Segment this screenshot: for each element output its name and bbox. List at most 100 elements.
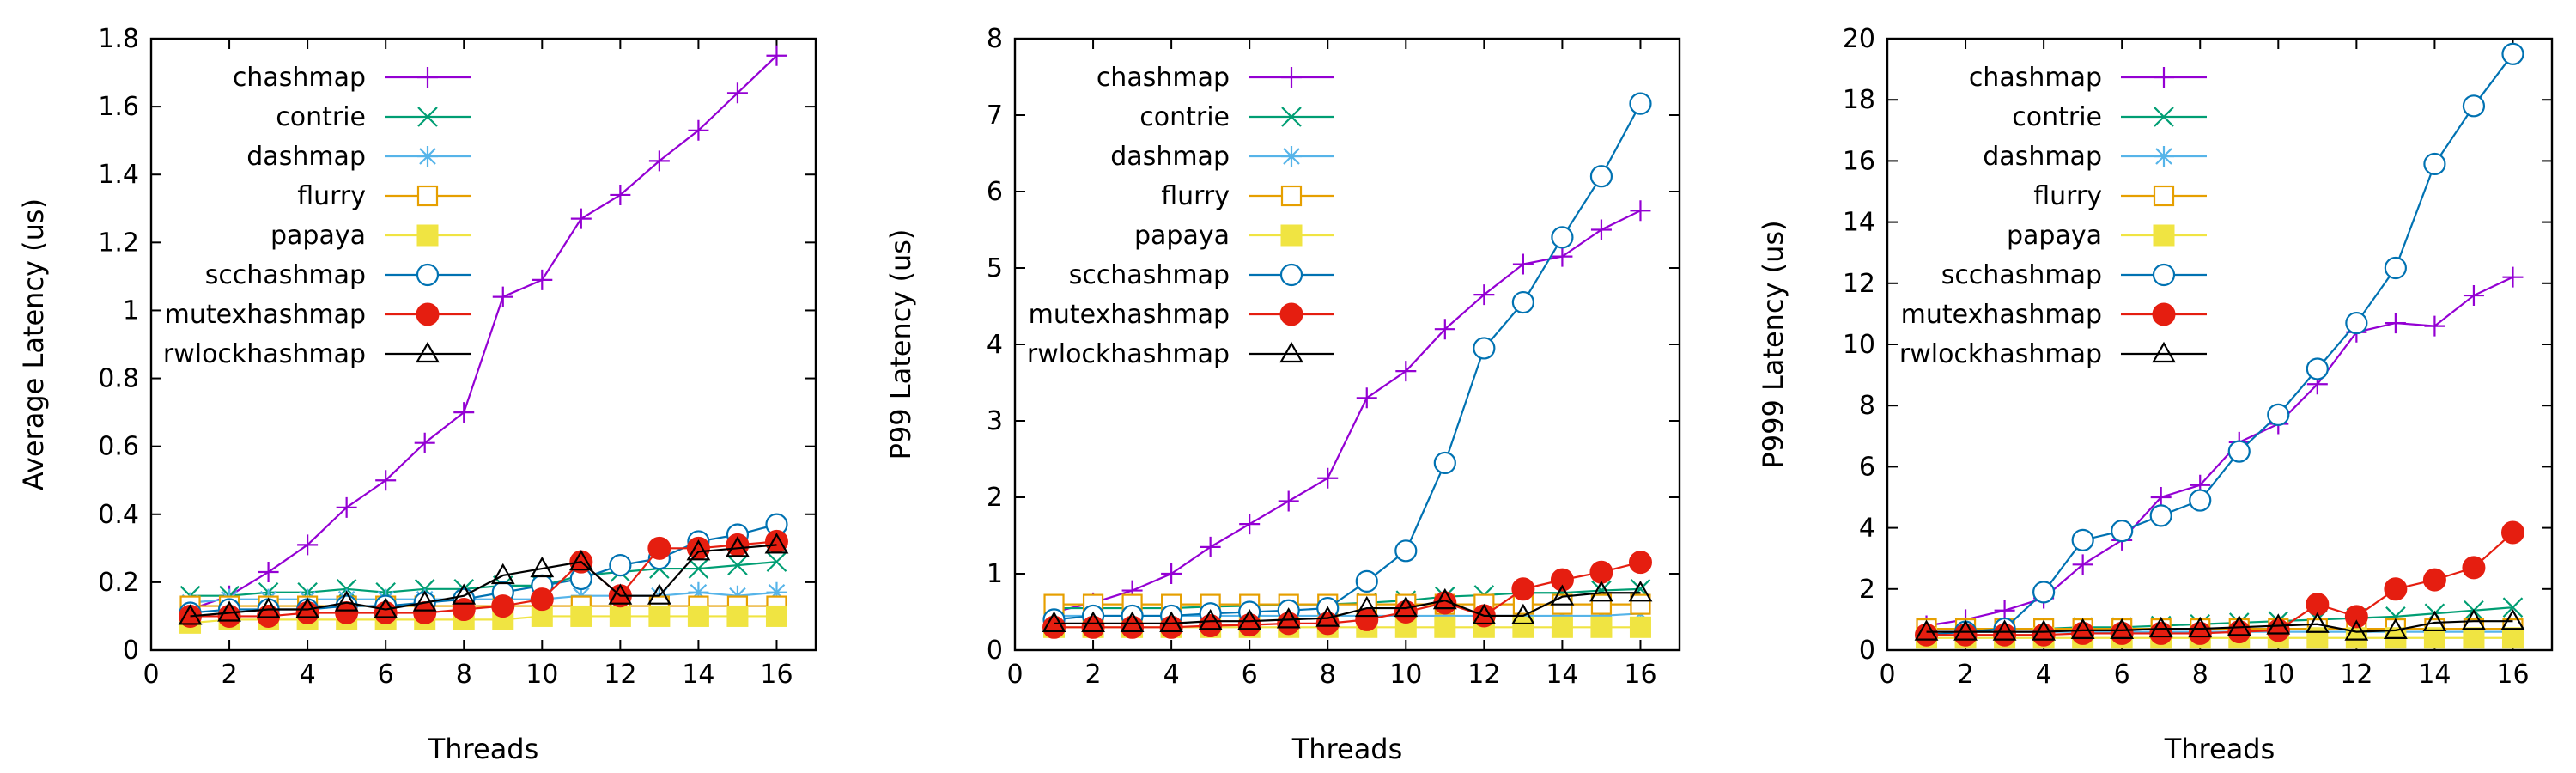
legend-marker bbox=[1280, 185, 1303, 207]
legend-label: contrie bbox=[1139, 102, 1230, 132]
legend-marker bbox=[2152, 302, 2176, 326]
series-scchashmap bbox=[1915, 42, 2524, 647]
data-point-contrie bbox=[2502, 597, 2524, 618]
data-point-scchashmap bbox=[2189, 489, 2212, 512]
y-tick-label: 2 bbox=[987, 483, 1003, 513]
data-point-mutexhashmap bbox=[2500, 520, 2524, 545]
legend-marker bbox=[1281, 67, 1302, 88]
data-point-chashmap bbox=[766, 45, 787, 66]
legend-item-rwlockhashmap: rwlockhashmap bbox=[1899, 339, 2207, 369]
series-line-mutexhashmap bbox=[1926, 532, 2514, 636]
x-tick-label: 8 bbox=[456, 660, 472, 690]
legend-marker bbox=[2152, 263, 2176, 287]
x-tick-label: 10 bbox=[2262, 660, 2294, 690]
y-tick-label: 0.2 bbox=[98, 568, 139, 598]
data-point-rwlockhashmap bbox=[1472, 603, 1497, 625]
legend-label: mutexhashmap bbox=[1029, 300, 1230, 330]
data-point-rwlockhashmap bbox=[568, 549, 593, 571]
data-point-rwlockhashmap bbox=[2500, 608, 2525, 630]
data-point-rwlockhashmap bbox=[334, 590, 359, 612]
legend-label: chashmap bbox=[1097, 63, 1230, 93]
legend-label: chashmap bbox=[233, 63, 366, 93]
legend-item-mutexhashmap: mutexhashmap bbox=[1901, 300, 2207, 330]
x-tick-label: 16 bbox=[2496, 660, 2529, 690]
data-point-rwlockhashmap bbox=[1354, 595, 1379, 618]
legend-marker bbox=[416, 224, 439, 247]
legend-marker bbox=[1281, 146, 1302, 167]
data-point-contrie bbox=[766, 551, 787, 572]
data-point-mutexhashmap bbox=[2384, 577, 2408, 601]
data-point-rwlockhashmap bbox=[2266, 613, 2291, 635]
y-tick-label: 16 bbox=[1843, 146, 1875, 176]
legend-item-scchashmap: scchashmap bbox=[1069, 260, 1334, 290]
legend-marker bbox=[416, 185, 439, 207]
data-point-scchashmap bbox=[2111, 520, 2134, 543]
x-tick-label: 12 bbox=[604, 660, 636, 690]
legend: chashmap contrie dashmap flurry papaya scchas… bbox=[1899, 63, 2207, 369]
data-point-chashmap bbox=[532, 269, 553, 290]
series-line-mutexhashmap bbox=[1054, 561, 1641, 629]
data-point-chashmap bbox=[2463, 285, 2484, 307]
data-point-papaya bbox=[1512, 616, 1534, 638]
data-point-chashmap bbox=[336, 496, 357, 518]
x-tick-label: 2 bbox=[1958, 660, 1974, 690]
plot-frame bbox=[149, 37, 817, 652]
x-tick-label: 2 bbox=[1085, 660, 1102, 690]
data-point-rwlockhashmap bbox=[1953, 619, 1978, 641]
legend-marker bbox=[2154, 107, 2174, 127]
series-line-chashmap bbox=[190, 54, 778, 611]
data-point-rwlockhashmap bbox=[2305, 612, 2330, 633]
data-point-rwlockhashmap bbox=[1120, 611, 1145, 632]
data-point-rwlockhashmap bbox=[2070, 618, 2095, 639]
data-point-rwlockhashmap bbox=[1628, 581, 1653, 602]
data-point-chashmap bbox=[1590, 219, 1612, 240]
data-point-contrie bbox=[688, 558, 709, 579]
x-tick-label: 16 bbox=[760, 660, 793, 690]
legend-item-scchashmap: scchashmap bbox=[205, 260, 471, 290]
data-point-mutexhashmap bbox=[2422, 568, 2446, 592]
series-rwlockhashmap bbox=[1914, 608, 2525, 641]
y-tick-label: 18 bbox=[1843, 85, 1875, 115]
legend-label: contrie bbox=[2012, 102, 2102, 132]
series-line-contrie bbox=[190, 561, 777, 597]
data-point-scchashmap bbox=[1629, 92, 1652, 115]
series-line-rwlockhashmap bbox=[190, 544, 777, 618]
data-point-chashmap bbox=[453, 402, 475, 423]
data-point-chashmap bbox=[726, 82, 748, 104]
legend-marker bbox=[2153, 224, 2175, 247]
legend-label: papaya bbox=[1134, 221, 1230, 251]
x-tick-label: 16 bbox=[1624, 660, 1656, 690]
data-point-chashmap bbox=[1630, 200, 1651, 222]
x-axis-title: Threads bbox=[428, 733, 539, 765]
legend-item-rwlockhashmap: rwlockhashmap bbox=[1027, 339, 1334, 369]
data-point-rwlockhashmap bbox=[178, 604, 203, 625]
data-point-scchashmap bbox=[1551, 226, 1574, 249]
y-tick-label: 4 bbox=[1859, 514, 1875, 544]
data-point-papaya bbox=[765, 605, 787, 627]
data-point-scchashmap bbox=[1589, 165, 1613, 188]
data-point-scchashmap bbox=[2462, 94, 2486, 118]
y-tick-label: 6 bbox=[987, 177, 1003, 207]
y-tick-label: 1.4 bbox=[98, 160, 139, 190]
data-point-chashmap bbox=[258, 562, 279, 583]
data-point-rwlockhashmap bbox=[2462, 608, 2486, 630]
legend-label: rwlockhashmap bbox=[1027, 339, 1230, 369]
average-latency-panel: 0 2 4 6 8 10 12 14 1600.20.40.60.811.21.41.61.8 … bbox=[17, 24, 817, 765]
y-tick-label: 7 bbox=[987, 100, 1003, 131]
data-point-scchashmap bbox=[1394, 539, 1418, 563]
y-tick-label: 8 bbox=[1859, 391, 1875, 421]
data-point-contrie bbox=[727, 555, 748, 575]
legend-label: rwlockhashmap bbox=[1899, 339, 2102, 369]
legend-marker bbox=[417, 146, 438, 167]
y-tick-label: 1 bbox=[123, 295, 139, 326]
data-point-scchashmap bbox=[1433, 451, 1456, 475]
x-tick-label: 0 bbox=[1879, 660, 1895, 690]
legend-marker bbox=[2153, 185, 2175, 207]
legend-marker bbox=[2152, 341, 2176, 363]
data-point-rwlockhashmap bbox=[2148, 616, 2173, 638]
data-point-rwlockhashmap bbox=[1042, 611, 1066, 632]
data-point-rwlockhashmap bbox=[1992, 619, 2017, 641]
